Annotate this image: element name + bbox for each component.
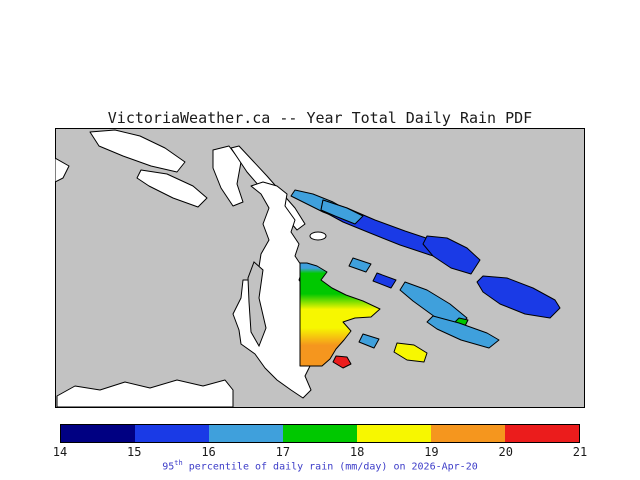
colorbar-tick: 17 xyxy=(275,445,291,459)
figure-caption: 95th percentile of daily rain (mm/day) o… xyxy=(0,459,640,472)
caption-value: 95 xyxy=(162,461,175,473)
figure-title: VictoriaWeather.ca -- Year Total Daily R… xyxy=(107,109,533,127)
land-central-peninsula xyxy=(232,181,312,399)
colorbar-segment xyxy=(505,425,579,442)
colorbar-segment xyxy=(209,425,283,442)
colorbar-segment xyxy=(431,425,505,442)
land-south-coast xyxy=(56,379,234,408)
islet-red xyxy=(332,355,352,369)
colorbar-tick: 14 xyxy=(52,445,68,459)
colorbar-tick: 16 xyxy=(201,445,216,459)
colorbar-segment xyxy=(61,425,135,442)
islet-blue-small xyxy=(372,272,397,289)
islet-cyan-small xyxy=(348,257,372,273)
island-yellow xyxy=(393,342,428,363)
land-northwest-1 xyxy=(89,129,186,173)
colorbar xyxy=(60,424,580,443)
colorbar-segment xyxy=(135,425,209,442)
colorbar-tick: 19 xyxy=(424,445,439,459)
island-cyan-southeast xyxy=(426,315,500,349)
island-blue-east xyxy=(476,275,561,319)
land-masses xyxy=(55,129,327,408)
island-blue-mid xyxy=(422,235,481,275)
colorbar-tick: 15 xyxy=(127,445,142,459)
caption-superscript: th xyxy=(174,459,183,467)
inlet xyxy=(247,261,267,348)
colorbar-tick: 18 xyxy=(349,445,365,459)
colorbar-tick: 21 xyxy=(572,445,588,459)
colorbar-segment xyxy=(357,425,431,442)
colorbar-ticks: 14 15 16 17 18 19 20 21 xyxy=(53,445,587,459)
island-blue-long-cyan-tip xyxy=(320,199,364,225)
land-west-sliver xyxy=(55,157,70,183)
rain-map xyxy=(55,128,585,408)
islet-cyan-lower xyxy=(358,333,380,349)
caption-text: percentile of daily rain (mm/day) on 202… xyxy=(182,461,478,473)
land-northwest-2 xyxy=(136,169,208,208)
data-islands xyxy=(290,189,561,369)
colorbar-tick: 20 xyxy=(498,445,513,459)
data-region-central-gradient xyxy=(299,262,381,367)
islet-white xyxy=(309,231,327,241)
colorbar-segment xyxy=(283,425,357,442)
